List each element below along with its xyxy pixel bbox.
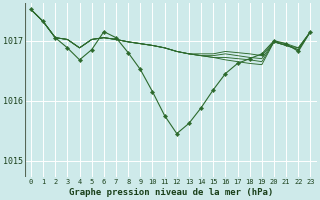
X-axis label: Graphe pression niveau de la mer (hPa): Graphe pression niveau de la mer (hPa) xyxy=(68,188,273,197)
